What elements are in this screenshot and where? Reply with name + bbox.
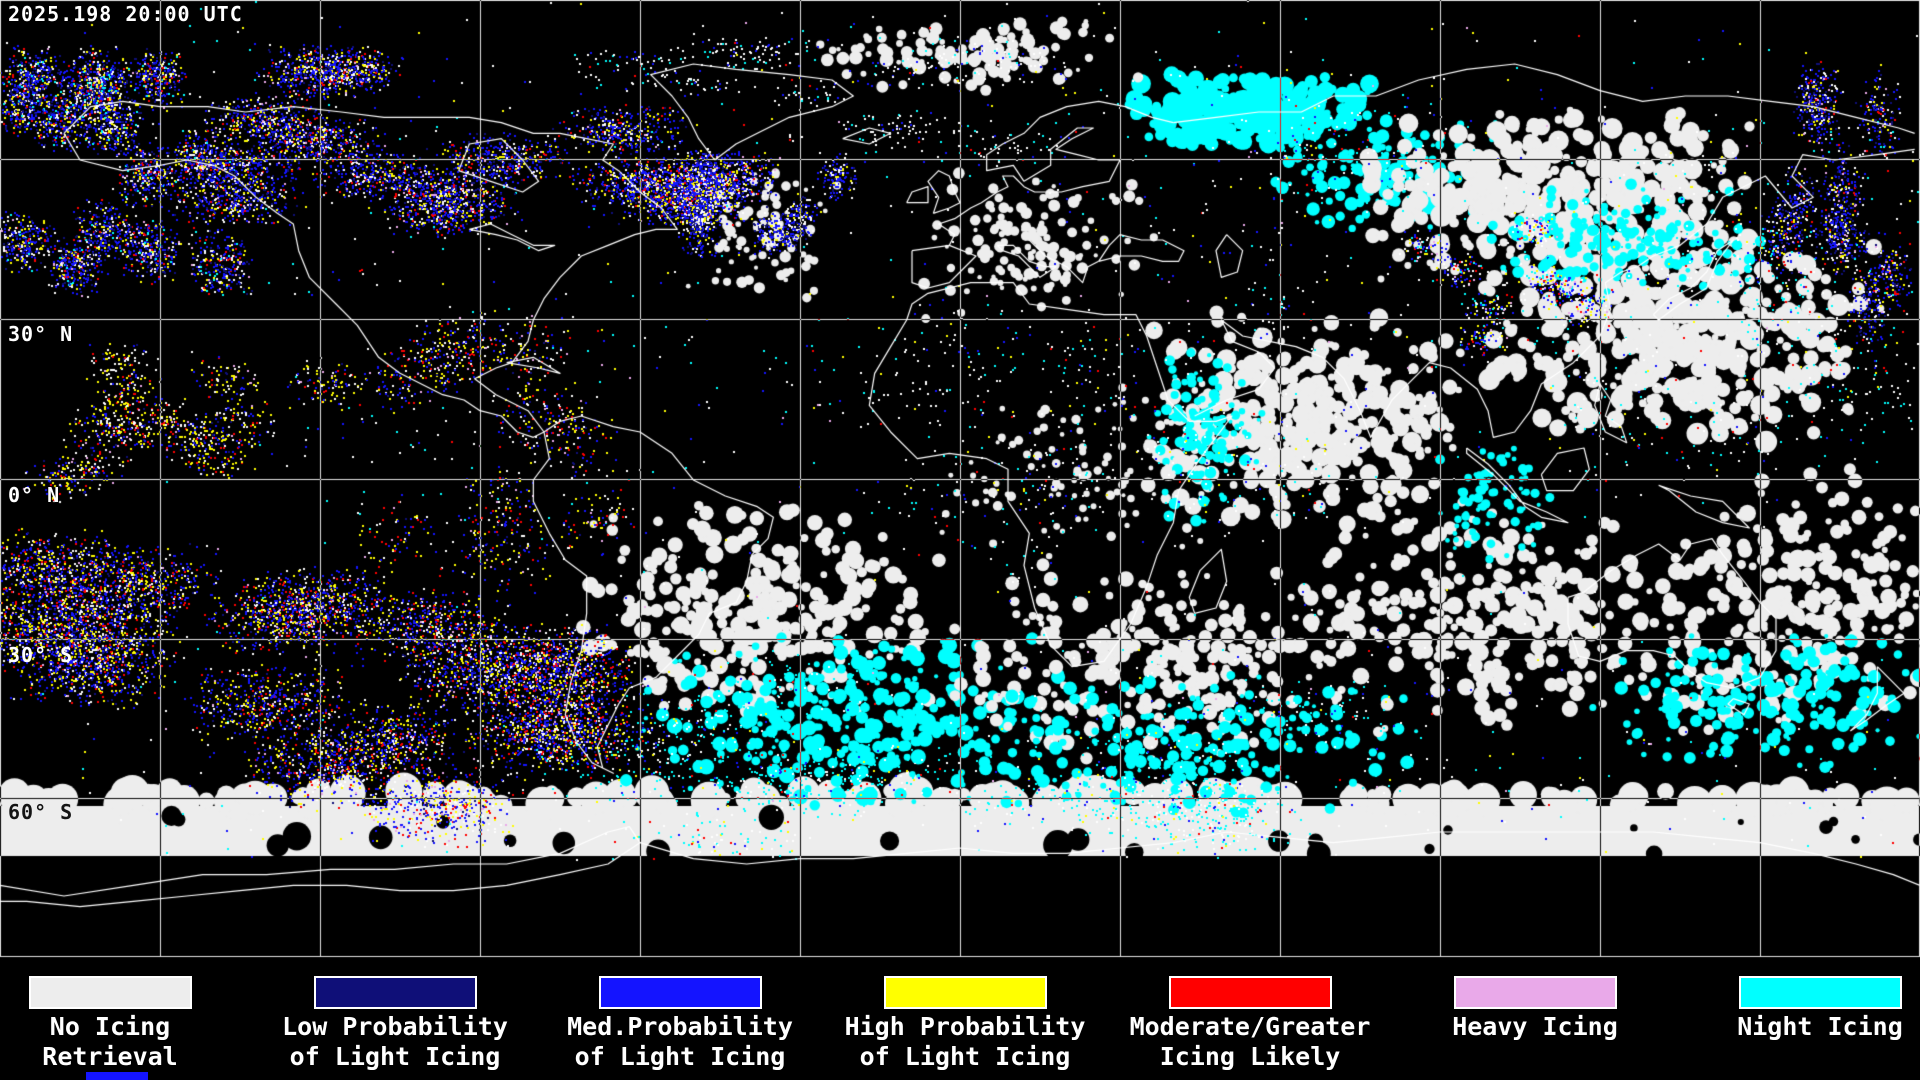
legend-item-night-icing: Night Icing — [1737, 958, 1903, 1078]
lat-label-30s: 30° S — [8, 643, 74, 667]
timestamp: 2025.198 20:00 UTC — [8, 2, 243, 26]
legend: No Icing Retrieval Low Probability of Ligh… — [0, 958, 1920, 1080]
legend-label: Heavy Icing — [1452, 1012, 1618, 1041]
legend-label: Moderate/Greater Icing Likely — [1129, 1012, 1371, 1071]
world-map-canvas — [0, 0, 1920, 958]
legend-swatch-low-probability — [314, 976, 477, 1009]
legend-swatch-heavy-icing — [1454, 976, 1617, 1009]
legend-label: No Icing Retrieval — [42, 1012, 178, 1071]
legend-item-low-probability: Low Probability of Light Icing — [282, 958, 508, 1078]
legend-label: Med.Probability of Light Icing — [567, 1012, 793, 1071]
legend-item-moderate-greater: Moderate/Greater Icing Likely — [1130, 958, 1370, 1078]
lat-label-60s: 60° S — [8, 800, 74, 824]
legend-swatch-moderate-greater — [1169, 976, 1332, 1009]
legend-label: High Probability of Light Icing — [844, 1012, 1086, 1071]
partial-swatch-bottom-edge — [86, 1072, 148, 1080]
legend-item-no-icing: No Icing Retrieval — [29, 958, 192, 1078]
lat-label-0n: 0° N — [8, 483, 61, 507]
legend-swatch-med-probability — [599, 976, 762, 1009]
legend-item-med-probability: Med.Probability of Light Icing — [567, 958, 793, 1078]
legend-item-heavy-icing: Heavy Icing — [1452, 958, 1618, 1078]
lat-label-30n: 30° N — [8, 322, 74, 346]
legend-label: Low Probability of Light Icing — [282, 1012, 508, 1071]
legend-item-high-probability: High Probability of Light Icing — [845, 958, 1085, 1078]
legend-label: Night Icing — [1737, 1012, 1903, 1041]
legend-swatch-high-probability — [884, 976, 1047, 1009]
legend-swatch-night-icing — [1739, 976, 1902, 1009]
legend-swatch-no-icing — [29, 976, 192, 1009]
